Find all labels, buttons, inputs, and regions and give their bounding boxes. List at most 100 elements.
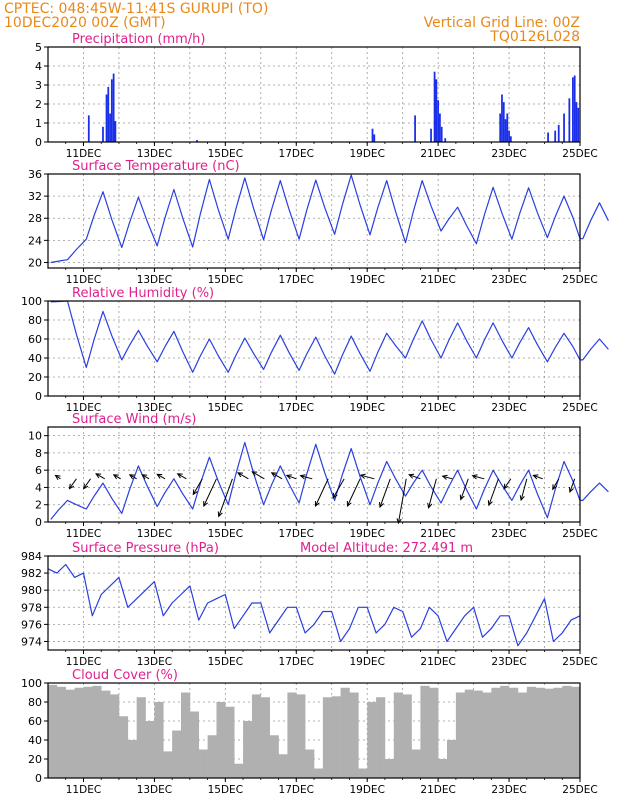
cloud-bar (198, 749, 208, 778)
wind-arrow (285, 474, 297, 480)
cloud-bar (402, 694, 412, 778)
wind-arrow-head (95, 473, 102, 479)
y-tick-label: 32 (28, 190, 42, 203)
wind-arrow-shaft (141, 474, 150, 480)
header-model: TQ0126L028 (489, 29, 580, 45)
wind-arrow-head (487, 500, 493, 507)
precip-bar (109, 113, 111, 142)
panel-title: Relative Humidity (%) (72, 286, 214, 301)
y-tick-label: 80 (28, 314, 42, 327)
precip-bar (430, 128, 432, 142)
cloud-bar (251, 694, 262, 778)
x-tick-label: 15DEC (208, 274, 243, 286)
wind-arrow-shaft (488, 478, 499, 506)
header-run-date: 10DEC2020 00Z (GMT) (4, 15, 166, 31)
cloud-bar (500, 685, 510, 778)
panel-wind: 0 2 4 6 8 10 11DEC 13DEC 15DEC 17DEC 19DEC 21DEC 23D… (28, 412, 609, 540)
cloud-bar (305, 749, 315, 778)
y-tick-label: 40 (28, 352, 42, 365)
x-tick-label: 19DEC (349, 274, 384, 286)
series-line-wind (50, 441, 609, 520)
wind-arrow (299, 474, 313, 480)
wind-arrow-head (299, 474, 306, 480)
wind-arrow (176, 473, 187, 480)
wind-arrow (359, 473, 375, 480)
wind-arrow-head (441, 474, 448, 480)
cloud-bar (172, 730, 182, 778)
precip-bar (439, 113, 441, 142)
cloud-bar (535, 687, 545, 778)
precip-bar (435, 79, 438, 142)
x-tick-label: 15DEC (208, 656, 243, 668)
precip-bar (114, 121, 117, 142)
x-tick-label: 19DEC (349, 148, 384, 160)
wind-arrow-head (141, 474, 148, 480)
x-tick-label: 15DEC (208, 148, 243, 160)
y-tick-label: 80 (28, 696, 42, 709)
x-tick-label: 15DEC (208, 784, 243, 796)
cloud-bar (384, 759, 395, 778)
wind-arrow-head (519, 495, 525, 502)
y-tick-label: 10 (28, 430, 42, 443)
x-tick-label: 11DEC (66, 274, 101, 286)
x-tick-label: 23DEC (491, 402, 526, 414)
precip-bar (568, 98, 571, 142)
wind-arrow (396, 478, 407, 525)
wind-arrow-head (503, 483, 509, 490)
x-tick-label: 19DEC (349, 528, 384, 540)
cloud-bar (509, 687, 519, 778)
x-tick-label: 13DEC (137, 656, 172, 668)
cloud-bar (438, 759, 448, 778)
wind-arrow-head (285, 474, 292, 480)
wind-arrow-shaft (379, 478, 391, 508)
x-tick-label: 19DEC (349, 656, 384, 668)
y-tick-label: 3 (35, 79, 42, 92)
cloud-bar (101, 690, 111, 778)
x-tick-label: 11DEC (66, 148, 101, 160)
wind-arrow (503, 478, 512, 490)
cloud-bar (296, 694, 306, 778)
x-tick-label: 23DEC (491, 148, 526, 160)
wind-arrow-shaft (552, 478, 560, 490)
cloud-bar (92, 685, 102, 778)
y-tick-label: 5 (35, 41, 42, 54)
x-tick-label: 17DEC (279, 656, 314, 668)
series-line-temp (50, 174, 609, 264)
cloud-bar (447, 740, 457, 778)
cloud-bar (118, 716, 129, 778)
cloud-bar (358, 768, 368, 778)
precip-bar (107, 86, 110, 142)
panel-precip: 0 1 2 3 4 5 11DEC 13DEC 15DEC 17DEC 19DEC 21DEC 23DE… (35, 32, 598, 160)
cloud-bar (189, 711, 200, 778)
precip-bar (110, 79, 113, 142)
wind-arrow-head (83, 483, 89, 490)
wind-arrow-head (346, 501, 352, 508)
panel-title: Surface Temperature (nC) (72, 159, 240, 174)
y-tick-label: 1 (35, 117, 42, 130)
wind-arrow-shaft (177, 473, 187, 480)
precip-bar (437, 100, 440, 142)
cloud-bar (260, 697, 270, 778)
wind-arrow-head (359, 473, 366, 479)
precip-bar (554, 130, 557, 142)
x-tick-label: 23DEC (491, 528, 526, 540)
wind-arrow (427, 478, 437, 509)
wind-arrow-head (396, 518, 402, 525)
x-tick-label: 11DEC (66, 528, 101, 540)
cloud-bar (83, 686, 93, 778)
wind-arrow-head (459, 494, 465, 501)
wind-arrow-shaft (397, 478, 407, 524)
precip-bar (371, 128, 374, 142)
cloud-bar (376, 697, 386, 778)
x-tick-label: 15DEC (208, 528, 243, 540)
wind-arrow-head (156, 473, 163, 479)
y-tick-label: 976 (21, 618, 42, 631)
cloud-bar (243, 721, 253, 778)
wind-arrow-shaft (520, 478, 528, 501)
cloud-bar (571, 686, 581, 778)
wind-arrow (203, 478, 217, 508)
cloud-bar (110, 694, 120, 778)
cloud-bar (48, 684, 58, 778)
header-grid-note: Vertical Grid Line: 00Z (424, 15, 580, 31)
x-tick-label: 11DEC (66, 656, 101, 668)
